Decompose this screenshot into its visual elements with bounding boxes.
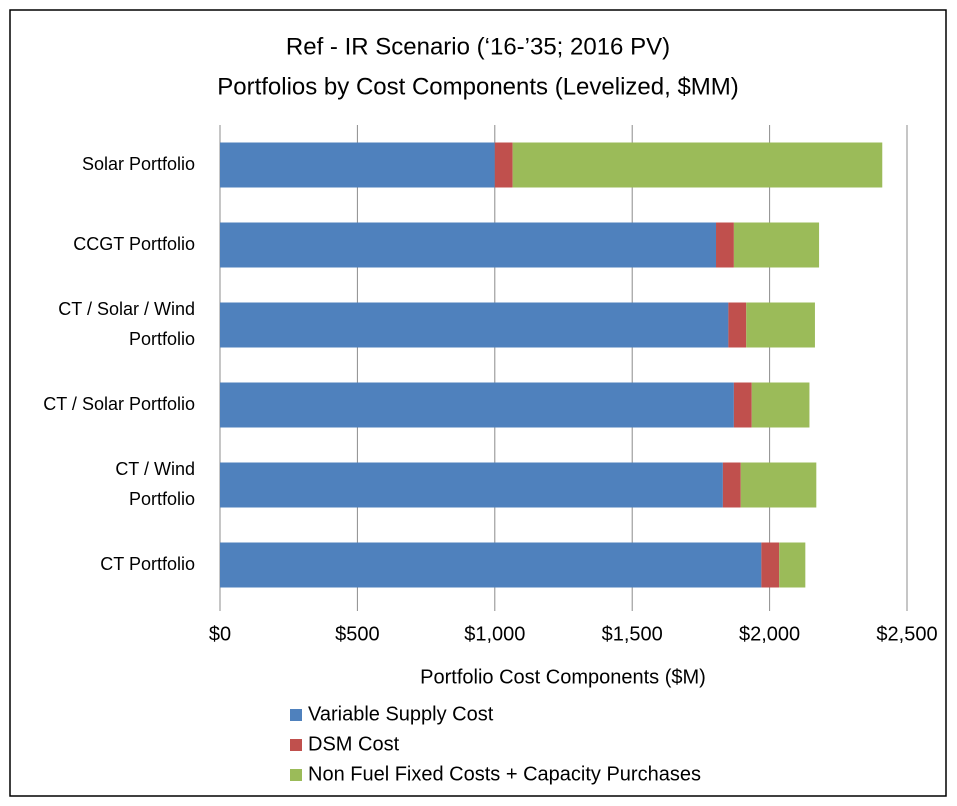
y-tick-label: CT / Solar Portfolio	[43, 394, 195, 414]
bar-segment	[722, 462, 741, 508]
legend-swatch	[290, 769, 302, 781]
bar-segment	[746, 302, 815, 348]
bar-segment	[779, 542, 806, 588]
x-tick-label: $2,500	[876, 623, 937, 645]
x-axis-title: Portfolio Cost Components ($M)	[420, 666, 706, 688]
bar-segment	[220, 462, 723, 508]
bar-segment	[512, 142, 883, 188]
bar-segment	[740, 462, 817, 508]
x-tick-label: $0	[209, 623, 231, 645]
x-tick-label: $1,500	[602, 623, 663, 645]
bar-segment	[728, 302, 747, 348]
bar-segment	[220, 142, 495, 188]
bar-segment	[716, 222, 734, 268]
bar-segment	[220, 382, 734, 428]
y-tick-label: CCGT Portfolio	[73, 234, 195, 254]
y-tick-label: CT / Wind Portfolio	[115, 459, 195, 509]
legend-swatch	[290, 739, 302, 751]
x-tick-label: $1,000	[464, 623, 525, 645]
x-tick-label: $2,000	[739, 623, 800, 645]
bar-segment	[220, 222, 717, 268]
y-tick-label: CT Portfolio	[100, 554, 195, 574]
chart-title: Ref - IR Scenario (‘16-’35; 2016 PV)	[286, 33, 670, 60]
bar-segment	[733, 382, 752, 428]
bar-segment	[220, 542, 762, 588]
bar-segment	[220, 302, 729, 348]
legend-label: DSM Cost	[308, 733, 400, 755]
bar-segment	[733, 222, 820, 268]
y-tick-label: Solar Portfolio	[82, 154, 195, 174]
legend-label: Variable Supply Cost	[308, 703, 494, 725]
bar-segment	[751, 382, 810, 428]
chart-title: Portfolios by Cost Components (Levelized…	[217, 73, 739, 100]
y-tick-label: CT / Solar / Wind Portfolio	[58, 299, 195, 349]
x-tick-label: $500	[335, 623, 380, 645]
bar-segment	[494, 142, 513, 188]
legend-swatch	[290, 709, 302, 721]
legend-label: Non Fuel Fixed Costs + Capacity Purchase…	[308, 763, 701, 785]
bar-segment	[761, 542, 780, 588]
